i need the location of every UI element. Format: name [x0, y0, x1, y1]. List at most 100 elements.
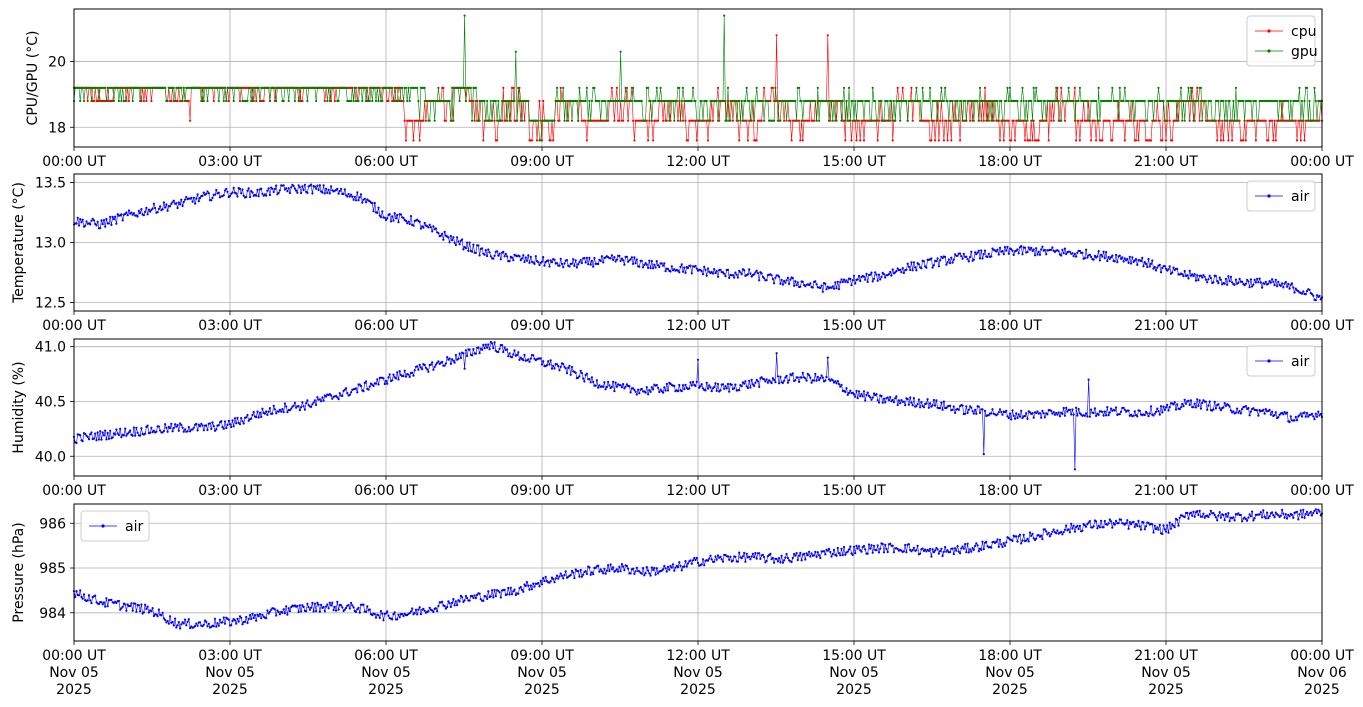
data-point	[147, 208, 150, 211]
data-point	[1006, 415, 1009, 418]
data-point	[585, 256, 589, 259]
data-point	[473, 119, 476, 122]
data-point	[1276, 99, 1279, 103]
data-point	[423, 609, 426, 612]
data-point	[1274, 139, 1277, 142]
data-point	[805, 552, 808, 555]
data-point	[809, 282, 812, 285]
data-point	[1268, 280, 1271, 283]
data-point	[233, 619, 237, 622]
data-point	[820, 284, 823, 287]
data-point	[317, 188, 320, 192]
data-point	[1181, 119, 1184, 122]
data-point	[749, 386, 752, 389]
data-point	[899, 119, 902, 122]
data-point	[935, 260, 938, 263]
data-point	[105, 438, 108, 441]
data-point	[589, 119, 592, 122]
data-point	[519, 99, 522, 103]
data-point	[988, 99, 992, 103]
data-point	[801, 371, 804, 374]
data-point	[115, 428, 118, 431]
legend-label-air: air	[1291, 354, 1309, 370]
data-point	[870, 544, 873, 547]
data-point	[936, 548, 939, 551]
data-point	[1118, 254, 1121, 257]
data-point	[760, 272, 763, 275]
data-point	[629, 258, 632, 261]
data-point	[100, 601, 103, 604]
data-point	[917, 398, 921, 401]
data-point	[1007, 99, 1010, 103]
data-point	[841, 280, 844, 284]
data-point	[433, 119, 436, 122]
data-point	[1247, 406, 1250, 410]
data-point	[798, 380, 801, 383]
data-point	[472, 348, 475, 351]
data-point	[1204, 400, 1207, 403]
data-point	[481, 247, 484, 250]
data-point	[1298, 86, 1301, 89]
data-point	[119, 427, 122, 430]
data-point	[658, 390, 661, 394]
data-point	[195, 197, 198, 200]
data-point	[835, 554, 838, 557]
data-point	[533, 262, 536, 265]
data-point	[824, 379, 827, 382]
data-point	[648, 259, 651, 262]
data-point	[572, 258, 575, 261]
data-point	[704, 389, 707, 392]
data-point	[1061, 533, 1064, 536]
data-point	[763, 86, 766, 89]
data-point	[976, 544, 979, 547]
data-point	[939, 99, 942, 103]
data-point	[1072, 99, 1075, 103]
data-point	[458, 243, 461, 246]
data-point	[111, 436, 114, 439]
data-point	[207, 192, 210, 195]
data-point	[507, 99, 510, 103]
data-point	[1052, 528, 1055, 531]
data-point	[87, 438, 91, 441]
data-point	[597, 564, 600, 567]
data-point	[94, 594, 97, 597]
data-point	[172, 426, 175, 430]
data-point	[1134, 139, 1138, 142]
data-point	[184, 99, 187, 103]
data-point	[864, 548, 867, 551]
data-point	[1307, 415, 1310, 418]
data-point	[235, 192, 238, 195]
data-point	[625, 86, 629, 89]
data-point	[150, 99, 153, 103]
data-point	[342, 192, 345, 195]
data-point	[441, 600, 444, 603]
data-point	[1186, 274, 1189, 277]
data-point	[1282, 286, 1285, 289]
data-point	[819, 556, 822, 560]
data-point	[1168, 406, 1171, 409]
data-point	[642, 567, 645, 570]
data-point	[228, 423, 232, 426]
data-point	[1071, 408, 1074, 411]
data-point	[256, 188, 259, 191]
data-point	[189, 627, 192, 630]
data-point	[649, 267, 652, 270]
data-point	[748, 555, 751, 558]
data-point	[520, 257, 524, 260]
data-point	[322, 184, 325, 187]
data-point	[960, 99, 963, 103]
data-point	[1249, 99, 1252, 103]
data-point	[891, 119, 894, 122]
data-point	[634, 570, 637, 573]
data-point	[959, 552, 962, 555]
data-point	[597, 386, 600, 389]
data-point	[287, 187, 290, 190]
data-point	[996, 538, 999, 541]
data-point	[1045, 253, 1048, 256]
data-point	[589, 573, 592, 576]
data-point	[623, 569, 626, 572]
data-point	[1015, 412, 1018, 415]
data-point	[744, 99, 747, 103]
data-point	[494, 595, 497, 598]
